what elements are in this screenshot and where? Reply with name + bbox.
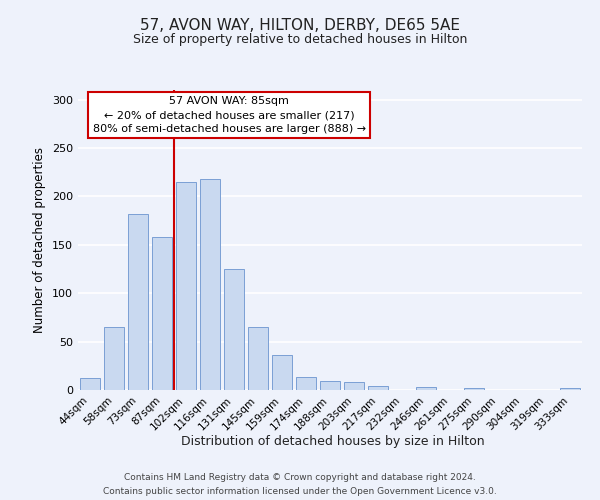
Bar — [248, 327, 268, 390]
Bar — [560, 388, 580, 390]
Bar — [80, 378, 100, 390]
Text: 57 AVON WAY: 85sqm
← 20% of detached houses are smaller (217)
80% of semi-detach: 57 AVON WAY: 85sqm ← 20% of detached hou… — [92, 96, 366, 134]
Text: Contains HM Land Registry data © Crown copyright and database right 2024.: Contains HM Land Registry data © Crown c… — [124, 472, 476, 482]
Text: Contains public sector information licensed under the Open Government Licence v3: Contains public sector information licen… — [103, 488, 497, 496]
Bar — [320, 382, 340, 390]
Bar — [104, 327, 124, 390]
Text: Size of property relative to detached houses in Hilton: Size of property relative to detached ho… — [133, 32, 467, 46]
Bar — [152, 237, 172, 390]
Bar — [464, 388, 484, 390]
Bar — [176, 182, 196, 390]
Bar — [224, 269, 244, 390]
Bar — [200, 179, 220, 390]
Bar — [128, 214, 148, 390]
Bar — [296, 378, 316, 390]
Bar — [344, 382, 364, 390]
Text: 57, AVON WAY, HILTON, DERBY, DE65 5AE: 57, AVON WAY, HILTON, DERBY, DE65 5AE — [140, 18, 460, 32]
Bar — [368, 386, 388, 390]
Bar — [272, 355, 292, 390]
Text: Distribution of detached houses by size in Hilton: Distribution of detached houses by size … — [181, 435, 485, 448]
Bar — [416, 387, 436, 390]
Y-axis label: Number of detached properties: Number of detached properties — [34, 147, 46, 333]
